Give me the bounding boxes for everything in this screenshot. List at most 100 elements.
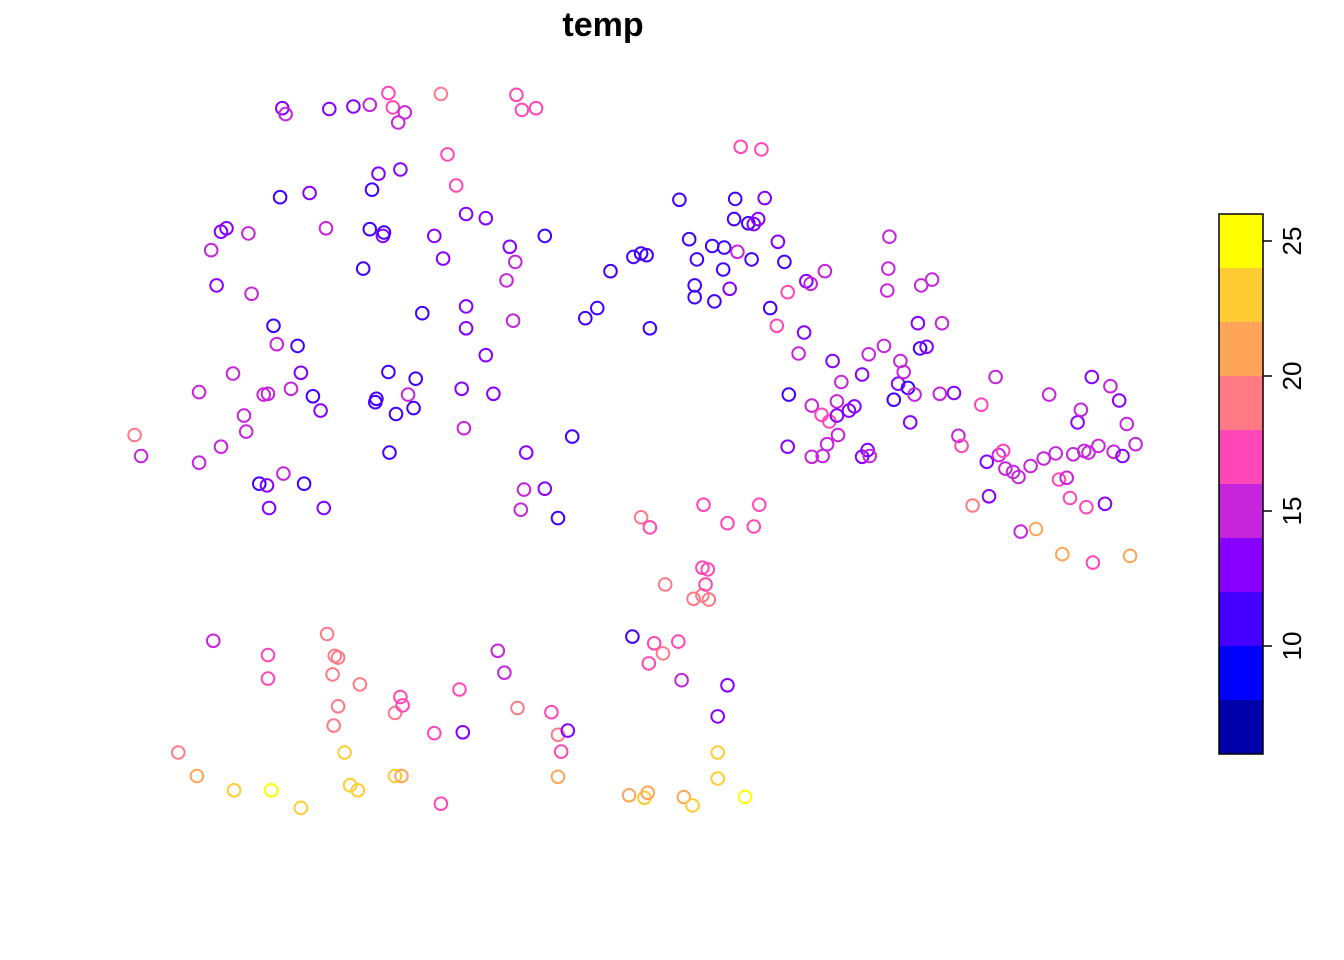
data-point (687, 289, 703, 305)
data-point (726, 211, 742, 227)
data-point (313, 403, 328, 418)
data-point (578, 310, 593, 326)
data-point (640, 785, 656, 801)
data-point (1115, 448, 1130, 464)
data-point (127, 427, 142, 443)
data-point (633, 510, 649, 525)
data-point (325, 667, 340, 682)
data-point (625, 629, 640, 644)
data-point (834, 374, 849, 390)
data-point (236, 408, 252, 423)
data-point (1048, 446, 1063, 461)
data-point (406, 400, 421, 416)
data-point (513, 502, 529, 518)
data-point (829, 408, 845, 423)
data-point (528, 100, 544, 116)
data-point (1084, 369, 1100, 385)
data-point (514, 102, 530, 118)
data-point (1011, 469, 1026, 485)
data-point (305, 389, 321, 404)
data-point (646, 636, 662, 651)
data-point (330, 699, 346, 714)
data-point (537, 228, 553, 244)
data-point (746, 519, 762, 534)
data-point (981, 489, 997, 504)
data-point (497, 665, 512, 681)
data-point (896, 364, 912, 380)
data-point (260, 647, 276, 663)
data-point (508, 254, 523, 270)
data-point (458, 206, 474, 222)
colorbar-bin (1219, 700, 1263, 754)
data-point (1103, 378, 1118, 394)
data-point (316, 500, 332, 516)
data-point (876, 338, 892, 354)
data-point (912, 341, 928, 356)
data-point (364, 182, 380, 197)
data-point (655, 646, 671, 661)
data-point (427, 725, 442, 741)
data-point (342, 777, 358, 793)
colorbar-frame (1218, 213, 1264, 755)
data-point (337, 745, 352, 760)
data-point (720, 678, 735, 693)
data-point (550, 769, 566, 785)
data-point (910, 315, 926, 331)
data-point (804, 398, 820, 413)
data-point (395, 698, 410, 713)
data-point (272, 189, 288, 205)
data-point (346, 99, 361, 114)
data-point (362, 97, 378, 113)
data-point (1073, 402, 1089, 418)
data-point (934, 315, 950, 331)
data-point (478, 347, 494, 363)
data-point (686, 591, 701, 607)
data-point (1085, 555, 1101, 570)
data-point (499, 273, 514, 288)
data-point (722, 281, 738, 297)
data-point (733, 139, 749, 155)
data-point (1041, 387, 1057, 402)
data-point (657, 577, 673, 592)
data-point (387, 768, 403, 784)
data-point (710, 709, 726, 724)
data-point (689, 252, 705, 267)
data-point (988, 369, 1003, 385)
data-point (408, 371, 424, 387)
data-point (455, 725, 471, 740)
colorbar-bin (1219, 322, 1263, 376)
data-point (171, 745, 186, 760)
data-point (710, 771, 726, 786)
data-point (191, 384, 207, 400)
data-point (264, 783, 279, 798)
data-point (803, 276, 819, 292)
data-point (965, 498, 980, 513)
data-point (769, 318, 785, 334)
data-point (226, 783, 242, 798)
data-point (387, 705, 403, 721)
data-point (1091, 438, 1106, 454)
data-point (510, 700, 525, 716)
data-point (681, 231, 697, 247)
data-point (1081, 445, 1096, 460)
data-point (913, 278, 929, 293)
data-point (516, 482, 532, 497)
data-point (362, 221, 378, 237)
data-point (283, 381, 299, 397)
data-point (698, 577, 713, 592)
data-point (564, 429, 580, 444)
data-point (371, 166, 386, 181)
data-point (819, 436, 835, 452)
data-point (902, 415, 918, 430)
data-point (780, 284, 796, 300)
data-point (326, 718, 342, 733)
data-point (881, 261, 896, 276)
data-point (376, 225, 392, 240)
data-point (278, 106, 293, 122)
data-point (704, 238, 720, 254)
data-point (276, 466, 291, 481)
data-point (433, 796, 449, 812)
data-point (394, 768, 409, 784)
data-point (924, 272, 940, 287)
data-point (381, 85, 396, 101)
